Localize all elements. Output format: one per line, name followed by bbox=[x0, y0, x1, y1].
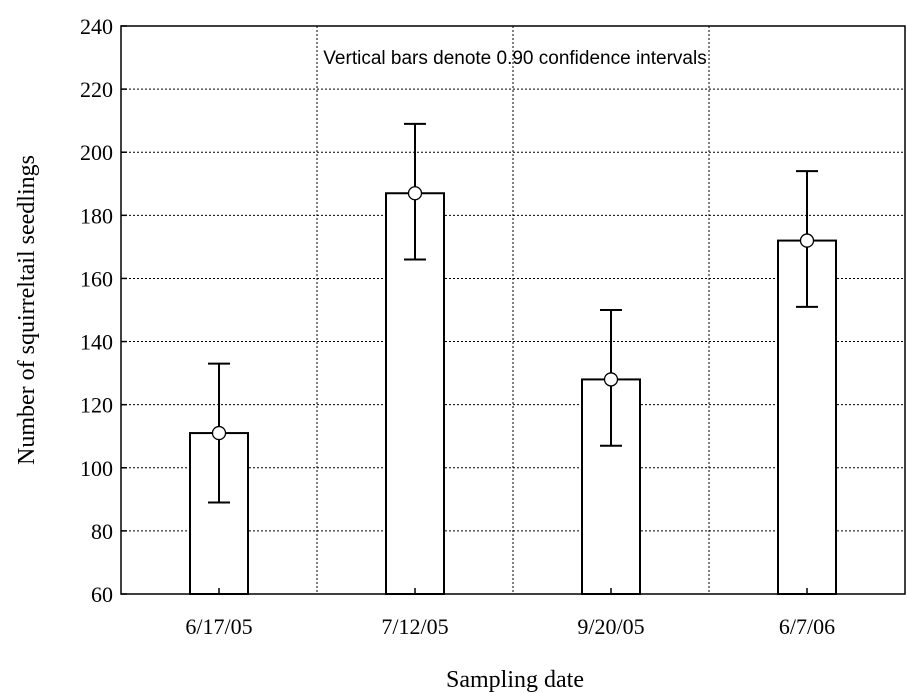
x-tick-label: 9/20/05 bbox=[577, 614, 644, 639]
y-tick-label: 160 bbox=[80, 266, 113, 291]
bars bbox=[189, 192, 837, 596]
y-tick-label: 80 bbox=[91, 519, 113, 544]
y-tick-label: 120 bbox=[80, 393, 113, 418]
chart-annotation: Vertical bars denote 0.90 confidence int… bbox=[323, 48, 706, 69]
mean-point bbox=[603, 372, 619, 387]
y-axis-title: Number of squirreltail seedlings bbox=[14, 155, 40, 465]
mean-point bbox=[799, 233, 815, 248]
y-tick-label: 100 bbox=[80, 456, 113, 481]
mean-point bbox=[407, 186, 423, 201]
grid-lines bbox=[121, 26, 905, 594]
error-bars bbox=[208, 122, 818, 504]
y-tick-label: 200 bbox=[80, 140, 113, 165]
y-tick-label: 180 bbox=[80, 203, 113, 228]
y-tick-labels: 60 80 100 120 140 160 180 200 220 240 bbox=[80, 14, 113, 607]
y-tick-label: 240 bbox=[80, 14, 113, 39]
x-tick-label: 7/12/05 bbox=[381, 614, 448, 639]
axis-ticks bbox=[121, 25, 808, 595]
y-tick-label: 220 bbox=[80, 77, 113, 102]
x-tick-label: 6/7/06 bbox=[779, 614, 835, 639]
x-tick-labels: 6/17/05 7/12/05 9/20/05 6/7/06 bbox=[185, 614, 835, 639]
mean-points bbox=[211, 186, 815, 441]
mean-point bbox=[211, 425, 227, 441]
x-tick-label: 6/17/05 bbox=[185, 614, 252, 639]
y-tick-label: 140 bbox=[80, 330, 113, 355]
plot-frame bbox=[120, 25, 906, 595]
y-tick-label: 60 bbox=[91, 582, 113, 607]
x-axis-title: Sampling date bbox=[446, 667, 584, 693]
